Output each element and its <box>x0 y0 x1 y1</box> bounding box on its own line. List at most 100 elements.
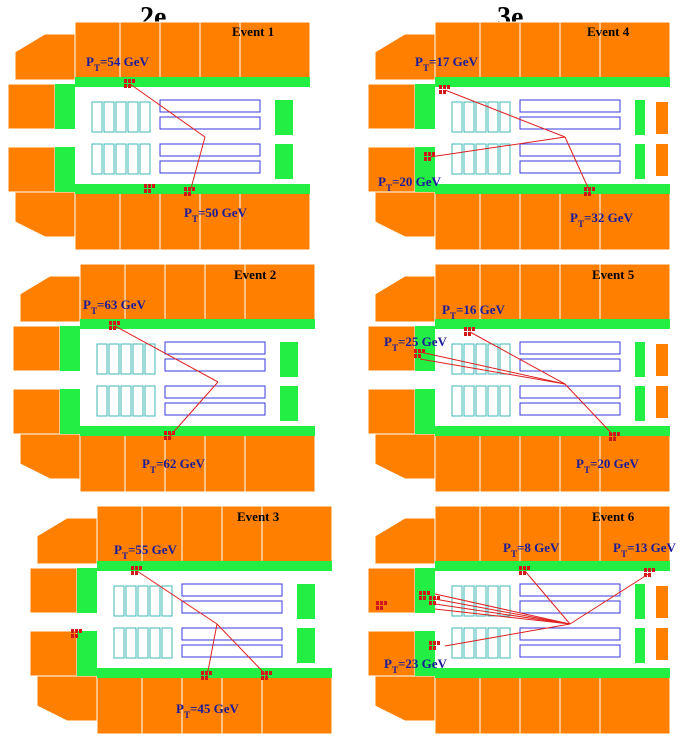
energy-deposit <box>209 671 212 675</box>
energy-deposit <box>261 676 264 680</box>
energy-deposit <box>427 591 430 595</box>
fiber-module <box>120 385 132 417</box>
energy-deposit <box>609 432 612 436</box>
forward-module <box>297 628 315 663</box>
energy-deposit <box>472 327 475 331</box>
endcap-block <box>367 388 416 435</box>
silicon-barrel <box>159 116 261 130</box>
energy-deposit <box>414 349 417 353</box>
forward-module <box>635 342 645 377</box>
energy-deposit <box>648 573 651 577</box>
pt-label: PT=63 GeV <box>83 297 146 316</box>
silicon-barrel <box>181 600 283 614</box>
calorimeter-top <box>74 21 311 81</box>
fiber-module <box>149 627 161 659</box>
pt-label: PT=55 GeV <box>114 542 177 561</box>
endcap-block <box>367 325 416 372</box>
silicon-barrel <box>164 402 266 416</box>
endcap-block <box>374 675 436 722</box>
preshower-bottom <box>80 426 315 436</box>
fiber-module <box>499 385 511 417</box>
endcap-block <box>7 146 56 193</box>
forward-calorimeter <box>656 102 668 134</box>
endcap-block <box>14 33 76 81</box>
energy-deposit <box>144 189 147 193</box>
electron-track <box>444 623 571 647</box>
fiber-module <box>451 585 463 617</box>
energy-deposit <box>644 573 647 577</box>
energy-deposit <box>414 354 417 358</box>
silicon-barrel <box>159 143 261 157</box>
preshower-endcap <box>415 389 435 434</box>
detector-display <box>367 21 671 251</box>
fiber-module <box>487 585 499 617</box>
energy-deposit <box>132 79 135 83</box>
pt-label: PT=20 GeV <box>576 456 639 475</box>
electron-track <box>434 598 571 625</box>
preshower-endcap <box>55 84 75 129</box>
fiber-module <box>475 385 487 417</box>
event-title: Event 6 <box>592 509 635 524</box>
energy-deposit <box>433 596 436 600</box>
calorimeter-top <box>434 263 671 323</box>
detector-display <box>367 263 671 493</box>
electron-track <box>434 603 571 625</box>
energy-deposit <box>109 326 112 330</box>
energy-deposit <box>71 634 74 638</box>
energy-deposit <box>429 596 432 600</box>
energy-deposit <box>437 596 440 600</box>
silicon-barrel <box>164 358 266 372</box>
energy-deposit <box>75 634 78 638</box>
energy-deposit <box>205 671 208 675</box>
fiber-module <box>451 143 463 175</box>
fiber-module <box>463 143 475 175</box>
energy-deposit <box>519 571 522 575</box>
energy-deposit <box>164 431 167 435</box>
energy-deposit <box>527 566 530 570</box>
electron-track <box>206 623 218 677</box>
silicon-barrel <box>519 644 621 658</box>
fiber-module <box>108 343 120 375</box>
energy-deposit <box>135 566 138 570</box>
pt-label: PT=16 GeV <box>442 302 505 321</box>
energy-deposit <box>437 641 440 645</box>
preshower-bottom <box>435 426 670 436</box>
energy-deposit <box>424 152 427 156</box>
energy-deposit <box>113 321 116 325</box>
forward-calorimeter <box>656 344 668 376</box>
electron-track <box>189 136 206 193</box>
energy-deposit <box>419 591 422 595</box>
pt-label: PT=23 GeV <box>384 656 447 675</box>
energy-deposit <box>443 90 446 94</box>
energy-deposit <box>144 184 147 188</box>
fiber-module <box>463 343 475 375</box>
endcap-block <box>12 388 61 435</box>
fiber-module <box>127 101 139 133</box>
silicon-barrel <box>519 116 621 130</box>
energy-deposit <box>139 566 142 570</box>
fiber-module <box>499 585 511 617</box>
energy-deposit <box>424 157 427 161</box>
fiber-module <box>127 143 139 175</box>
preshower-endcap <box>415 568 435 613</box>
fiber-module <box>91 101 103 133</box>
energy-deposit <box>192 187 195 191</box>
fiber-module <box>132 343 144 375</box>
silicon-barrel <box>159 160 261 174</box>
energy-deposit <box>464 327 467 331</box>
electron-track <box>129 83 206 138</box>
energy-deposit <box>188 187 191 191</box>
silicon-barrel <box>519 627 621 641</box>
fiber-module <box>475 143 487 175</box>
energy-deposit <box>380 606 383 610</box>
endcap-block <box>36 517 98 565</box>
detector-display <box>7 21 311 251</box>
forward-calorimeter <box>656 586 668 618</box>
calorimeter-top <box>79 263 316 323</box>
fiber-module <box>475 585 487 617</box>
energy-deposit <box>418 349 421 353</box>
energy-deposit <box>168 431 171 435</box>
fiber-module <box>137 585 149 617</box>
event-panel-4: Event 4 PT=17 GeV PT=20 GeV PT=32 GeV <box>360 21 680 252</box>
calorimeter-bottom <box>96 675 333 735</box>
